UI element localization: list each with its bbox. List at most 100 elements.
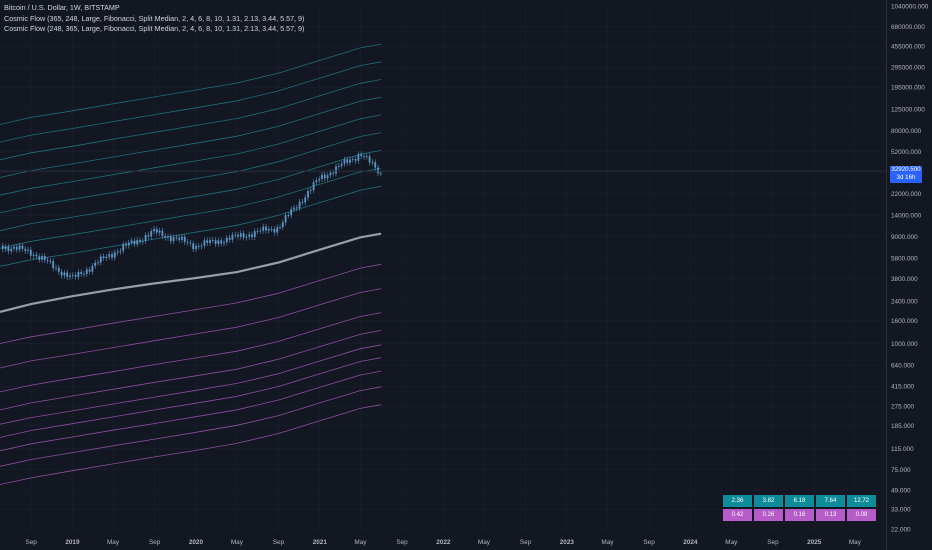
- x-tick-label: May: [849, 539, 862, 546]
- candle-body: [167, 236, 169, 238]
- candle-body: [189, 242, 192, 244]
- candle-body: [379, 173, 382, 174]
- candle-body: [220, 240, 223, 244]
- x-tick-label: Sep: [767, 539, 779, 546]
- candle-body: [71, 275, 74, 276]
- candle-body: [150, 231, 153, 237]
- legend-indicator-1[interactable]: Cosmic Flow (365, 248, Large, Fibonacci,…: [4, 13, 305, 23]
- y-tick-label: 2400.000: [891, 298, 918, 305]
- candle-body: [43, 256, 46, 260]
- candle-body: [49, 260, 52, 262]
- y-tick-label: 195000.000: [891, 85, 925, 92]
- candle-body: [374, 162, 377, 168]
- legend-indicator-2[interactable]: Cosmic Flow (248, 365, Large, Fibonacci,…: [4, 24, 305, 33]
- x-tick-label: 2021: [313, 539, 328, 546]
- x-tick-label: May: [601, 539, 614, 546]
- x-tick-label: Sep: [643, 539, 655, 546]
- y-tick-label: 1040000.000: [891, 3, 929, 10]
- candle-body: [368, 156, 371, 163]
- candle-body: [203, 240, 206, 246]
- candle-body: [307, 190, 309, 198]
- y-tick-label: 22000.000: [891, 191, 922, 198]
- x-tick-label: Sep: [273, 539, 285, 546]
- table-cell: 7.64: [816, 495, 845, 507]
- x-tick-label: Sep: [396, 539, 408, 546]
- candle-body: [290, 209, 293, 216]
- candle-body: [139, 240, 141, 242]
- upper-band-line: [0, 167, 382, 249]
- ratio-table: 2.36 3.82 6.18 7.64 12.72 0.42 0.26 0.16…: [721, 493, 878, 523]
- chart-legend: Bitcoin / U.S. Dollar, 1W, BITSTAMP Cosm…: [4, 3, 304, 35]
- candle-body: [69, 275, 71, 277]
- median-line: [0, 232, 382, 313]
- lower-band-line: [0, 312, 382, 393]
- candle-body: [183, 236, 186, 242]
- candle-body: [133, 240, 136, 245]
- candle-body: [295, 207, 298, 209]
- x-tick-label: 2019: [65, 539, 80, 546]
- lower-band-line: [0, 386, 382, 467]
- table-cell: 0.08: [847, 509, 876, 521]
- candle-body: [7, 246, 10, 252]
- lower-band-line: [0, 288, 382, 369]
- candle-body: [360, 154, 363, 157]
- table-cell: 12.72: [847, 495, 876, 507]
- candle-body: [349, 159, 351, 163]
- y-tick-label: 640.000: [891, 363, 915, 370]
- candle-body: [335, 166, 337, 174]
- y-tick-label: 185.000: [891, 423, 915, 430]
- x-tick-label: May: [725, 539, 738, 546]
- candle-body: [234, 234, 237, 236]
- candle-body: [354, 159, 357, 161]
- candle-body: [343, 159, 346, 164]
- candle-body: [141, 240, 144, 242]
- candle-body: [88, 269, 91, 272]
- x-tick-label: 2020: [189, 539, 204, 546]
- candle-body: [77, 272, 80, 277]
- upper-band-line: [0, 61, 382, 143]
- y-tick-label: 275.000: [891, 404, 915, 411]
- y-tick-label: 115.000: [891, 446, 914, 453]
- candle-body: [309, 190, 312, 191]
- candle-body: [94, 262, 97, 266]
- candle-body: [267, 228, 270, 231]
- candle-body: [4, 246, 7, 250]
- y-tick-label: 1000.000: [891, 341, 918, 348]
- candle-body: [363, 156, 365, 157]
- candle-body: [13, 246, 15, 249]
- y-tick-label: 14000.000: [891, 213, 922, 220]
- candle-body: [351, 159, 354, 160]
- candle-body: [340, 163, 343, 166]
- table-cell: 2.36: [723, 495, 752, 507]
- candle-body: [321, 174, 323, 180]
- y-tick-label: 3800.000: [891, 276, 918, 283]
- candle-body: [144, 235, 147, 241]
- upper-band-line: [0, 150, 382, 232]
- legend-symbol[interactable]: Bitcoin / U.S. Dollar, 1W, BITSTAMP: [4, 3, 120, 12]
- upper-band-line: [0, 79, 382, 161]
- y-tick-label: 415.000: [891, 384, 915, 391]
- upper-band-line: [0, 96, 382, 178]
- candle-body: [27, 249, 29, 251]
- table-cell: 6.18: [785, 495, 814, 507]
- candle-body: [315, 180, 318, 183]
- candle-body: [153, 229, 155, 232]
- candle-body: [242, 233, 245, 238]
- candle-body: [326, 175, 329, 179]
- candle-body: [175, 237, 178, 239]
- candle-body: [155, 229, 158, 233]
- candle-body: [102, 256, 105, 259]
- candle-body: [237, 234, 239, 237]
- candle-body: [99, 256, 102, 263]
- candle-body: [164, 235, 167, 238]
- x-tick-label: Sep: [25, 539, 37, 546]
- candle-body: [29, 249, 32, 256]
- lower-band-line: [0, 357, 382, 438]
- candle-body: [337, 165, 340, 167]
- x-tick-label: 2022: [436, 539, 451, 546]
- candle-body: [52, 261, 55, 269]
- time-axis: Sep 2019 May Sep 2020 May Sep 2021 May Sep 2022 May…: [25, 539, 861, 546]
- lower-band-line: [0, 263, 382, 344]
- candle-body: [293, 207, 295, 210]
